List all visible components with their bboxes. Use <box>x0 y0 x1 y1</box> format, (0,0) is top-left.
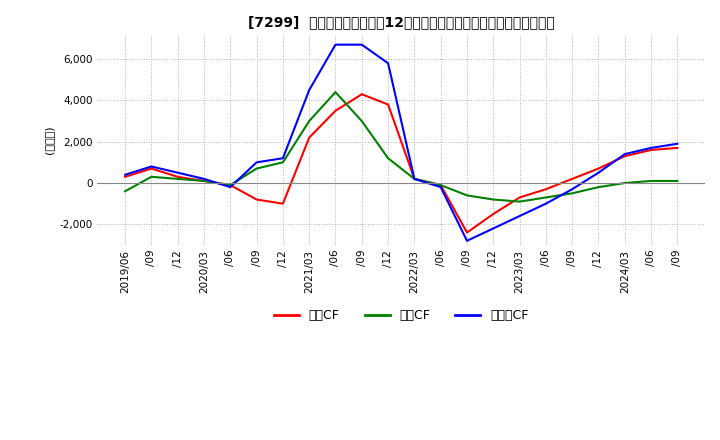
営業CF <box>121 174 130 180</box>
投資CF <box>621 180 629 186</box>
営業CF <box>489 211 498 216</box>
営業CF <box>463 230 472 235</box>
営業CF <box>410 176 419 182</box>
営業CF <box>673 145 682 150</box>
投資CF <box>199 178 208 183</box>
フリーCF <box>174 170 182 175</box>
営業CF <box>147 166 156 171</box>
投資CF <box>568 191 577 196</box>
営業CF <box>541 187 550 192</box>
投資CF <box>252 166 261 171</box>
フリーCF <box>489 226 498 231</box>
営業CF <box>384 102 392 107</box>
フリーCF <box>410 176 419 182</box>
投資CF <box>279 160 287 165</box>
投資CF <box>226 183 235 188</box>
営業CF <box>516 195 524 200</box>
営業CF <box>305 135 313 140</box>
フリーCF <box>673 141 682 147</box>
投資CF <box>357 118 366 124</box>
投資CF <box>121 189 130 194</box>
営業CF <box>252 197 261 202</box>
投資CF <box>647 178 655 183</box>
フリーCF <box>357 42 366 47</box>
投資CF <box>384 156 392 161</box>
営業CF <box>226 183 235 188</box>
フリーCF <box>647 145 655 150</box>
フリーCF <box>226 184 235 190</box>
営業CF <box>436 183 445 188</box>
フリーCF <box>279 156 287 161</box>
営業CF <box>174 174 182 180</box>
営業CF <box>594 166 603 171</box>
フリーCF <box>621 151 629 157</box>
投資CF <box>147 174 156 180</box>
投資CF <box>489 197 498 202</box>
営業CF <box>647 147 655 153</box>
フリーCF <box>252 160 261 165</box>
Title: [7299]  キャッシュフローの12か月移動合計の対前年同期増減額の推移: [7299] キャッシュフローの12か月移動合計の対前年同期増減額の推移 <box>248 15 554 29</box>
営業CF <box>568 176 577 182</box>
投資CF <box>594 184 603 190</box>
投資CF <box>331 89 340 95</box>
営業CF <box>199 178 208 183</box>
フリーCF <box>463 238 472 243</box>
フリーCF <box>436 184 445 190</box>
投資CF <box>463 193 472 198</box>
フリーCF <box>568 187 577 192</box>
フリーCF <box>199 176 208 182</box>
Y-axis label: (百万円): (百万円) <box>44 125 54 154</box>
投資CF <box>436 183 445 188</box>
営業CF <box>357 92 366 97</box>
営業CF <box>621 154 629 159</box>
Line: 営業CF: 営業CF <box>125 94 678 233</box>
投資CF <box>410 176 419 182</box>
フリーCF <box>384 61 392 66</box>
Legend: 営業CF, 投資CF, フリーCF: 営業CF, 投資CF, フリーCF <box>269 304 534 327</box>
Line: フリーCF: フリーCF <box>125 44 678 241</box>
投資CF <box>174 176 182 182</box>
投資CF <box>516 199 524 204</box>
投資CF <box>673 178 682 183</box>
フリーCF <box>541 201 550 206</box>
フリーCF <box>331 42 340 47</box>
営業CF <box>331 108 340 114</box>
フリーCF <box>121 172 130 177</box>
Line: 投資CF: 投資CF <box>125 92 678 202</box>
フリーCF <box>516 213 524 219</box>
フリーCF <box>305 88 313 93</box>
投資CF <box>305 118 313 124</box>
フリーCF <box>147 164 156 169</box>
営業CF <box>279 201 287 206</box>
投資CF <box>541 195 550 200</box>
フリーCF <box>594 170 603 175</box>
